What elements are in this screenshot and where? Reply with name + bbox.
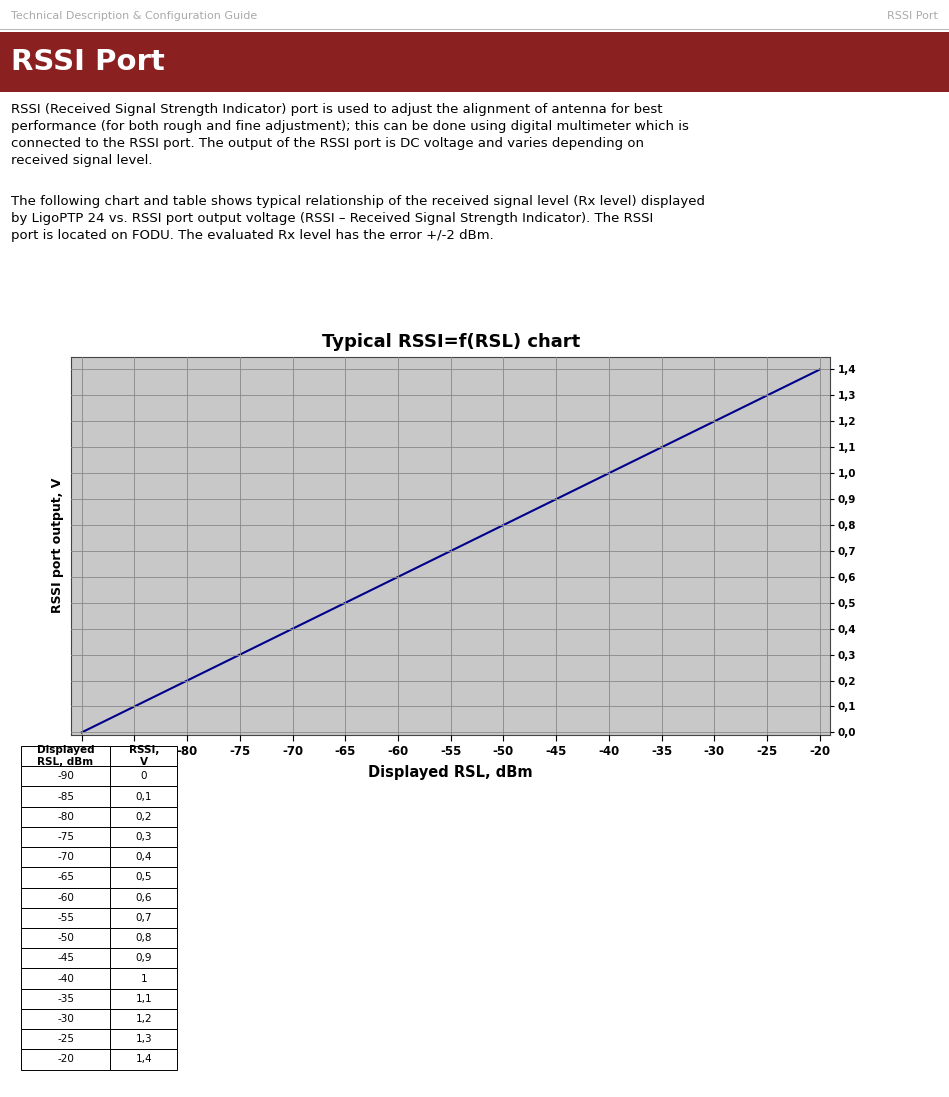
Text: -90: -90 <box>57 771 74 781</box>
Text: 0,8: 0,8 <box>136 934 152 943</box>
Text: 0,6: 0,6 <box>136 893 152 903</box>
Bar <box>110 766 177 787</box>
Text: 0,3: 0,3 <box>136 832 152 842</box>
Text: -65: -65 <box>57 872 74 882</box>
Title: Typical RSSI=f(RSL) chart: Typical RSSI=f(RSL) chart <box>322 332 580 351</box>
Bar <box>110 806 177 827</box>
X-axis label: Displayed RSL, dBm: Displayed RSL, dBm <box>368 766 533 780</box>
Bar <box>21 948 110 969</box>
Text: Displayed
RSL, dBm: Displayed RSL, dBm <box>37 745 94 767</box>
Text: -30: -30 <box>57 1014 74 1024</box>
Text: -20: -20 <box>57 1054 74 1064</box>
Bar <box>110 1029 177 1050</box>
Text: -75: -75 <box>57 832 74 842</box>
Text: RSSI,
V: RSSI, V <box>129 745 159 767</box>
Bar <box>21 766 110 787</box>
Bar <box>110 928 177 948</box>
Bar <box>110 827 177 847</box>
Text: 1: 1 <box>140 973 147 984</box>
Text: 1,1: 1,1 <box>136 994 152 1004</box>
Bar <box>110 787 177 806</box>
Bar <box>21 806 110 827</box>
Bar <box>21 868 110 887</box>
Bar <box>21 907 110 928</box>
Text: -40: -40 <box>57 973 74 984</box>
FancyBboxPatch shape <box>0 32 949 92</box>
Bar <box>110 1050 177 1070</box>
Text: RSSI Port: RSSI Port <box>11 48 165 76</box>
Bar <box>21 787 110 806</box>
Bar <box>110 969 177 988</box>
Bar <box>21 887 110 907</box>
Bar <box>110 948 177 969</box>
Text: The following chart and table shows typical relationship of the received signal : The following chart and table shows typi… <box>11 195 705 242</box>
Bar <box>110 746 177 766</box>
Bar <box>110 847 177 868</box>
Text: 0,4: 0,4 <box>136 852 152 862</box>
Text: 0,5: 0,5 <box>136 872 152 882</box>
Bar <box>21 928 110 948</box>
Text: 0: 0 <box>140 771 147 781</box>
Text: 1,3: 1,3 <box>136 1034 152 1044</box>
Bar <box>21 847 110 868</box>
Text: -80: -80 <box>57 812 74 822</box>
Y-axis label: RSSI port output, V: RSSI port output, V <box>51 478 65 613</box>
Text: -35: -35 <box>57 994 74 1004</box>
Text: 0,9: 0,9 <box>136 953 152 963</box>
Text: -50: -50 <box>57 934 74 943</box>
Text: 0,1: 0,1 <box>136 792 152 802</box>
Bar <box>21 827 110 847</box>
Bar <box>110 868 177 887</box>
Bar <box>21 1009 110 1029</box>
Text: Technical Description & Configuration Guide: Technical Description & Configuration Gu… <box>11 11 257 21</box>
Bar <box>110 887 177 907</box>
Text: 1,4: 1,4 <box>136 1054 152 1064</box>
Text: 1,2: 1,2 <box>136 1014 152 1024</box>
Text: 0,7: 0,7 <box>136 913 152 923</box>
Bar <box>21 1029 110 1050</box>
Text: -70: -70 <box>57 852 74 862</box>
Text: RSSI (Received Signal Strength Indicator) port is used to adjust the alignment o: RSSI (Received Signal Strength Indicator… <box>11 103 689 167</box>
Bar <box>21 969 110 988</box>
Bar <box>110 907 177 928</box>
Text: -25: -25 <box>57 1034 74 1044</box>
Text: RSSI Port: RSSI Port <box>886 11 938 21</box>
Bar <box>21 988 110 1009</box>
Bar <box>110 1009 177 1029</box>
Bar <box>21 746 110 766</box>
Text: -85: -85 <box>57 792 74 802</box>
Text: -60: -60 <box>57 893 74 903</box>
Bar <box>110 988 177 1009</box>
Bar <box>21 1050 110 1070</box>
Text: 0,2: 0,2 <box>136 812 152 822</box>
Text: -45: -45 <box>57 953 74 963</box>
Text: -55: -55 <box>57 913 74 923</box>
